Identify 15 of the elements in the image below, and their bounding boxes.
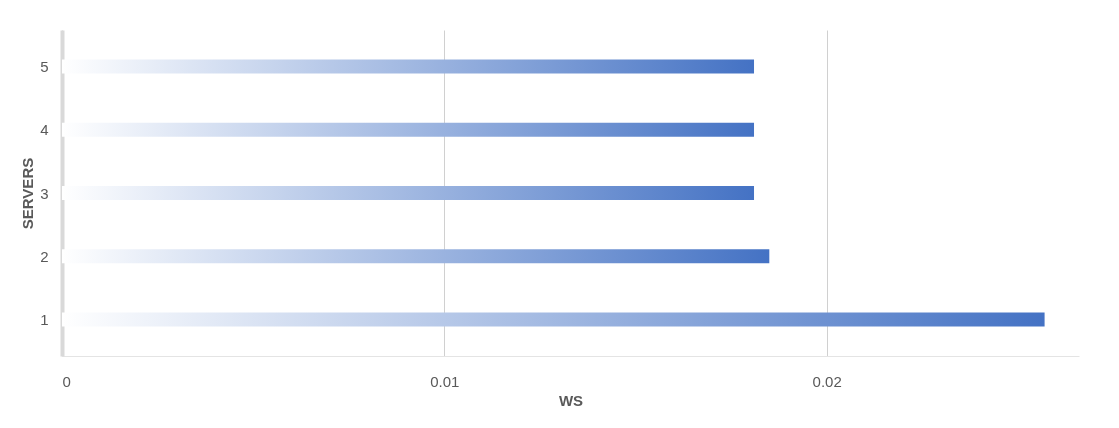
x-tick-label: 0.02 xyxy=(812,372,842,390)
x-axis-title: WS xyxy=(558,391,584,409)
y-tick-label: 3 xyxy=(40,184,49,202)
bar xyxy=(62,122,755,137)
y-tick-label: 2 xyxy=(40,247,49,265)
x-tick-label: 0 xyxy=(62,372,71,390)
x-tick-label: 0.01 xyxy=(430,372,460,390)
y-tick-label: 5 xyxy=(40,58,49,76)
y-tick-label: 1 xyxy=(40,310,49,328)
y-tick-label: 4 xyxy=(40,121,49,139)
y-axis-title: SERVERS xyxy=(19,157,37,230)
bar xyxy=(62,312,1045,327)
bar xyxy=(62,59,755,74)
bar xyxy=(62,186,755,200)
bar xyxy=(62,249,770,264)
